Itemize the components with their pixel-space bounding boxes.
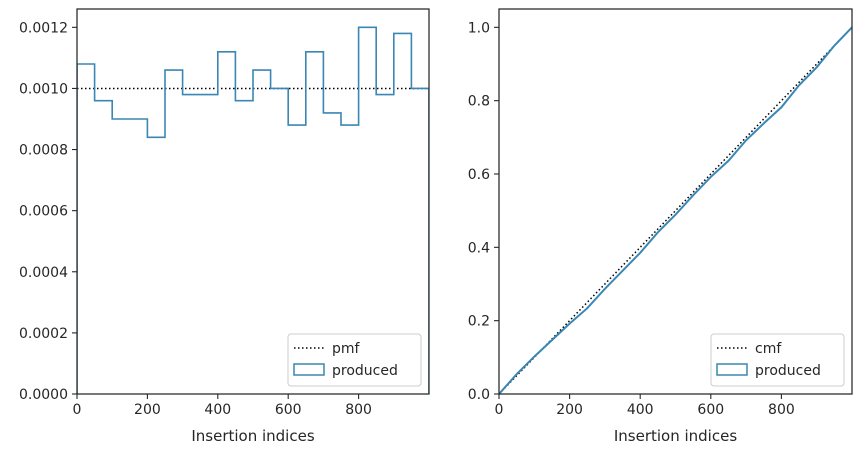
pmf-legend: pmf produced xyxy=(287,333,422,387)
cmf-legend-box xyxy=(710,333,845,387)
cmf-x-tick-label: 400 xyxy=(627,402,654,418)
cmf-y-tick-label: 1.0 xyxy=(468,20,490,36)
cmf-x-axis-label: Insertion indices xyxy=(614,427,737,445)
cmf-y-tick-label: 0.2 xyxy=(468,314,490,330)
cmf-x-tick-label: 200 xyxy=(556,402,583,418)
pmf-y-tick-label: 0.0008 xyxy=(19,143,68,159)
pmf-y-tick-label: 0.0006 xyxy=(19,204,68,220)
cmf-legend-cmf-label: cmf xyxy=(755,341,782,357)
cmf-series-cmf xyxy=(499,26,852,394)
pmf-y-tick-label: 0.0000 xyxy=(19,387,68,403)
pmf-x-axis-label: Insertion indices xyxy=(191,427,314,445)
pmf-y-tick-label: 0.0002 xyxy=(19,326,68,342)
cmf-axes-frame xyxy=(498,8,853,395)
pmf-y-tick-label: 0.0004 xyxy=(19,265,68,281)
pmf-legend-box xyxy=(287,333,422,387)
pmf-legend-pmf-label: pmf xyxy=(332,341,361,357)
cmf-x-tick-label: 0 xyxy=(495,402,504,418)
pmf-y-tick-label: 0.0012 xyxy=(19,20,68,36)
pmf-x-tick-label: 200 xyxy=(134,402,161,418)
cmf-x-tick-label: 800 xyxy=(768,402,795,418)
cmf-legend-produced-swatch xyxy=(716,363,748,376)
cmf-series-produced xyxy=(499,26,852,394)
pmf-x-tick-label: 800 xyxy=(345,402,372,418)
pmf-x-tick-label: 400 xyxy=(204,402,231,418)
cmf-y-tick-label: 0.4 xyxy=(468,240,490,256)
cmf-y-tick-label: 0.8 xyxy=(468,94,490,110)
pmf-y-tick-label: 0.0010 xyxy=(19,81,68,97)
cmf-legend: cmf produced xyxy=(710,333,845,387)
pmf-legend-produced-label: produced xyxy=(332,363,398,379)
cmf-y-tick-label: 0.6 xyxy=(468,167,490,183)
cmf-panel: 0 200 400 600 800 0.0 0.2 0.4 0.6 0.8 1.0 Insertio… xyxy=(468,8,853,445)
cmf-x-tick-label: 600 xyxy=(697,402,724,418)
cmf-legend-produced-label: produced xyxy=(755,363,821,379)
pmf-panel: 0 200 400 600 800 0.0000 0.0002 0.0004 0.0006 0.0… xyxy=(19,8,430,445)
pmf-x-tick-label: 0 xyxy=(73,402,82,418)
pmf-axes-frame xyxy=(76,8,430,395)
pmf-legend-produced-swatch xyxy=(293,363,325,376)
cmf-y-tick-label: 0.0 xyxy=(468,387,490,403)
pmf-x-tick-label: 600 xyxy=(275,402,302,418)
pmf-series-produced xyxy=(77,26,429,394)
